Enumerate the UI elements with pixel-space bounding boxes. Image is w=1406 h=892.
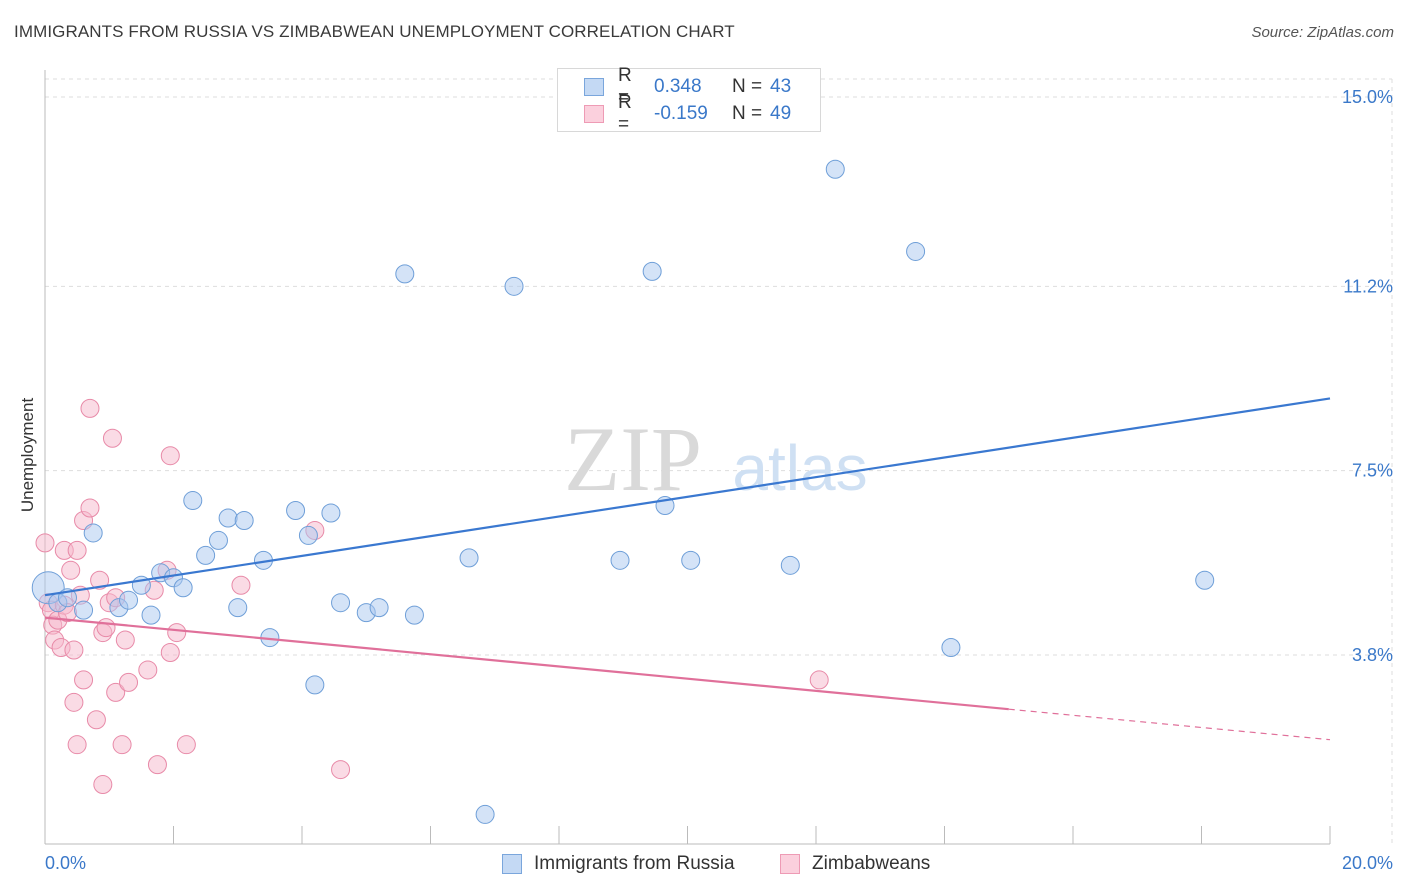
russia-points	[31, 159, 1215, 824]
zimbabweans-point	[809, 670, 829, 690]
zimbabweans-points	[35, 398, 829, 795]
russia-point	[404, 605, 424, 625]
r-value-zimbabweans: -0.159	[654, 103, 708, 124]
zimbabweans-point	[64, 692, 84, 712]
russia-point	[218, 508, 238, 528]
russia-point	[906, 241, 926, 261]
x-tick-label-min: 0.0%	[45, 853, 86, 873]
zimbabweans-point	[80, 398, 100, 418]
x-tick-label-max: 20.0%	[1342, 853, 1393, 873]
russia-point	[1195, 570, 1215, 590]
russia-point	[298, 525, 318, 545]
n-value-russia: 43	[770, 76, 792, 97]
zimbabweans-point	[112, 735, 132, 755]
n-label: N =	[732, 103, 763, 124]
zimbabweans-point	[119, 672, 139, 692]
russia-point	[74, 600, 94, 620]
y-tick-label: 7.5%	[1352, 461, 1393, 481]
watermark: ZIP atlas	[564, 408, 868, 510]
zimbabweans-point	[67, 540, 87, 560]
bottom-swatch-pink	[780, 854, 800, 874]
legend-row-zimbabweans: R = -0.159 N = 49	[584, 92, 792, 135]
zimbabweans-point	[86, 710, 106, 730]
y-tick-label: 3.8%	[1352, 645, 1393, 665]
zimbabweans-trend-line	[44, 616, 1009, 711]
bottom-legend-russia: Immigrants from Russia	[502, 852, 735, 876]
zimbabweans-point	[167, 623, 187, 643]
watermark-atlas: atlas	[732, 432, 867, 504]
zimbabweans-point	[64, 640, 84, 660]
stats-legend: R = 0.348 N = 43 R = -0.159 N = 49	[557, 65, 821, 135]
r-label: R =	[618, 65, 632, 108]
russia-point	[825, 159, 845, 179]
russia-point	[681, 550, 701, 570]
r-label: R =	[618, 92, 632, 135]
zimbabweans-point	[90, 570, 110, 590]
russia-point	[610, 550, 630, 570]
zimbabweans-point	[93, 775, 113, 795]
y-tick-label: 11.2%	[1343, 276, 1393, 296]
russia-point	[331, 593, 351, 613]
zimbabweans-point	[35, 533, 55, 553]
zimbabweans-point	[160, 446, 180, 466]
bottom-legend-label-russia: Immigrants from Russia	[534, 853, 735, 874]
bottom-swatch-blue	[502, 854, 522, 874]
zimbabweans-point	[147, 755, 167, 775]
russia-point	[780, 555, 800, 575]
russia-point	[141, 605, 161, 625]
source-label: Source: ZipAtlas.com	[1251, 24, 1394, 41]
russia-point	[305, 675, 325, 695]
chart-title: IMMIGRANTS FROM RUSSIA VS ZIMBABWEAN UNE…	[14, 22, 735, 41]
zimbabweans-point	[96, 618, 116, 638]
n-value-zimbabweans: 49	[770, 103, 792, 124]
tick-labels: 3.8% 7.5% 11.2% 15.0% 0.0% 20.0%	[45, 87, 1393, 873]
zimbabweans-trend-line-extension	[1008, 708, 1331, 741]
zimbabweans-point	[80, 498, 100, 518]
y-tick-label: 15.0%	[1342, 87, 1393, 107]
n-label: N =	[732, 76, 763, 97]
trend-lines	[44, 397, 1331, 741]
zimbabweans-point	[67, 735, 87, 755]
legend-swatch-blue	[584, 78, 604, 96]
russia-point	[173, 578, 193, 598]
russia-point	[369, 598, 389, 618]
bottom-legend-label-zimbabweans: Zimbabweans	[812, 853, 931, 874]
russia-point	[941, 638, 961, 658]
russia-point	[196, 545, 216, 565]
russia-point	[286, 501, 306, 521]
r-value-russia: 0.348	[654, 76, 702, 97]
zimbabweans-point	[176, 735, 196, 755]
russia-point	[183, 491, 203, 511]
russia-point	[642, 261, 662, 281]
russia-point	[208, 530, 228, 550]
gridlines	[45, 78, 1393, 844]
russia-point	[395, 264, 415, 284]
russia-point	[475, 804, 495, 824]
russia-point	[234, 510, 254, 530]
zimbabweans-point	[138, 660, 158, 680]
zimbabweans-point	[160, 643, 180, 663]
zimbabweans-point	[102, 428, 122, 448]
y-axis-label: Unemployment	[18, 397, 37, 513]
russia-point	[321, 503, 341, 523]
bottom-legend-zimbabweans: Zimbabweans	[780, 852, 930, 876]
russia-point	[83, 523, 103, 543]
russia-point	[228, 598, 248, 618]
zimbabweans-point	[331, 760, 351, 780]
russia-point	[504, 276, 524, 296]
russia-point	[459, 548, 479, 568]
legend-swatch-pink	[584, 105, 604, 123]
zimbabweans-point	[115, 630, 135, 650]
zimbabweans-point	[61, 560, 81, 580]
zimbabweans-point	[74, 670, 94, 690]
axes	[44, 70, 1331, 845]
watermark-zip: ZIP	[564, 408, 702, 510]
zimbabweans-point	[231, 575, 251, 595]
legend-row-russia: R = 0.348 N = 43	[584, 65, 792, 108]
zimbabweans-point	[106, 682, 126, 702]
russia-trend-line	[44, 397, 1331, 597]
russia-point	[119, 590, 139, 610]
